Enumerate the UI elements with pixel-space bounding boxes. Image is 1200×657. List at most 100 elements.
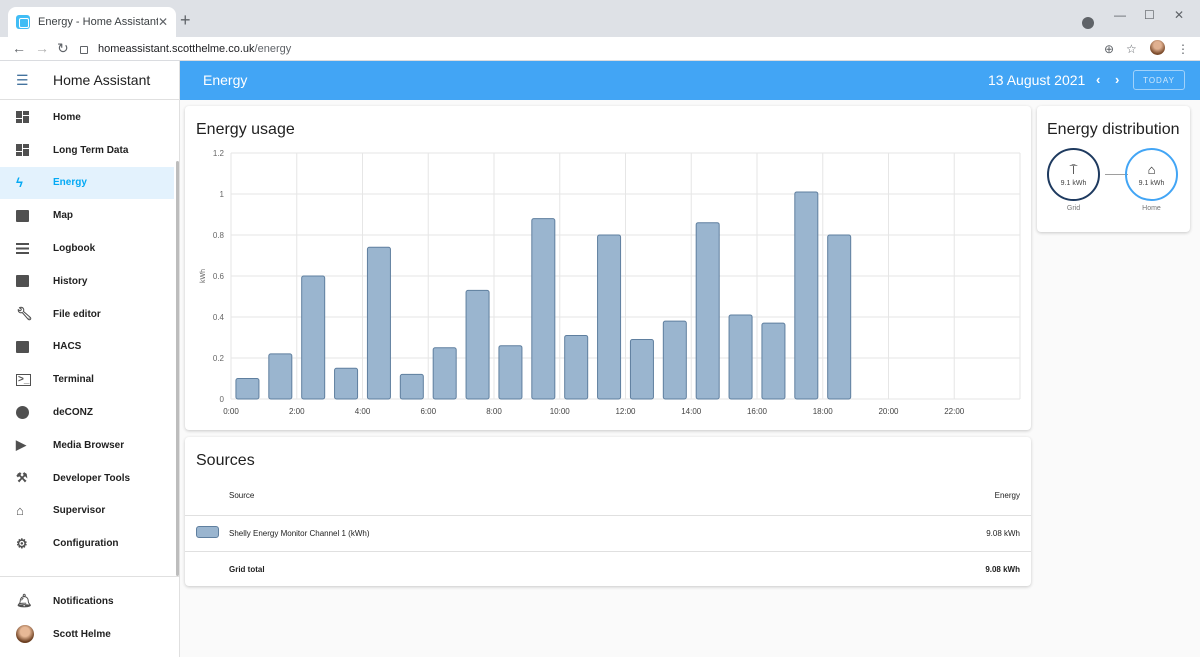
energy-distribution-card: Energy distribution ⍑ 9.1 kWh Grid ⌂ 9.1… [1037, 106, 1190, 232]
energy-usage-card: Energy usage 0 0.2 0.4 0.6 0.8 1 1.2 0:00 2:00 4:… [185, 106, 1031, 430]
bar [728, 314, 753, 400]
install-app-icon[interactable]: ⊕ [1104, 42, 1115, 56]
chart-bar-icon [16, 275, 29, 288]
source-energy: 9.08 kWh [986, 529, 1020, 538]
sidebar-item-notifications[interactable]: 🔔︎ Notifications [0, 585, 179, 618]
sidebar-header: ☰ Home Assistant [0, 61, 179, 100]
sidebar-item-label: deCONZ [53, 407, 93, 419]
new-tab-icon[interactable]: + [180, 10, 191, 30]
sidebar-item-developer-tools[interactable]: ⚒ Developer Tools [0, 462, 176, 495]
previous-day-icon[interactable]: ‹ [1096, 72, 1101, 87]
forward-icon[interactable]: → [35, 40, 49, 56]
browser-user-avatar[interactable] [1150, 40, 1165, 55]
bar [597, 234, 622, 400]
page-title: Energy [203, 72, 248, 88]
sidebar-item-label: Developer Tools [53, 472, 131, 484]
today-button[interactable]: TODAY [1133, 70, 1185, 90]
user-avatar [16, 625, 34, 644]
bookmark-star-icon[interactable]: ☆ [1126, 42, 1137, 56]
hacs-icon [16, 340, 29, 353]
energy-usage-chart: 0 0.2 0.4 0.6 0.8 1 1.2 0:00 2:00 4:00 6:00 8:00 10:… [200, 149, 1021, 416]
home-assistant-favicon-icon [16, 15, 30, 29]
x-tick-label: 12:00 [615, 407, 636, 416]
card-title: Energy usage [196, 121, 295, 138]
sidebar-item-map[interactable]: Map [0, 199, 176, 232]
play-box-icon: ▶ [16, 437, 26, 453]
sidebar-item-energy[interactable]: ϟ Energy [0, 166, 174, 200]
url-field[interactable]: homeassistant.scotthelme.co.uk/energy [80, 39, 1090, 59]
close-tab-icon[interactable]: ✕ [157, 15, 168, 29]
sidebar-item-long-term-data[interactable]: Long Term Data [0, 134, 176, 167]
sidebar-item-profile[interactable]: Scott Helme [0, 618, 179, 651]
home-label: Home [1142, 205, 1161, 212]
sidebar-item-label: Home [53, 111, 81, 123]
sidebar-item-label: History [53, 275, 88, 287]
browser-tab-strip: Energy - Home Assistant ✕ + — ☐ ✕ [0, 0, 1200, 37]
source-name: Shelly Energy Monitor Channel 1 (kWh) [229, 529, 370, 538]
url-host: homeassistant.scotthelme.co.uk [98, 43, 255, 55]
minimize-icon[interactable]: — [1114, 8, 1126, 22]
sidebar-item-home[interactable]: Home [0, 101, 176, 134]
cog-icon: ⚙ [16, 535, 28, 551]
sidebar-item-supervisor[interactable]: ⌂ Supervisor [0, 495, 176, 528]
y-tick-label: 0.8 [213, 231, 225, 240]
column-header-energy: Energy [994, 491, 1020, 500]
y-tick-label: 0.2 [213, 354, 225, 363]
browser-tab[interactable]: Energy - Home Assistant ✕ [8, 7, 176, 37]
back-icon[interactable]: ← [12, 40, 26, 56]
next-day-icon[interactable]: › [1115, 72, 1120, 87]
list-icon [16, 243, 29, 255]
sidebar-item-history[interactable]: History [0, 265, 176, 298]
x-tick-label: 4:00 [355, 407, 371, 416]
y-tick-label: 0 [220, 395, 225, 404]
y-tick-label: 0.6 [213, 272, 225, 281]
home-icon: ⌂ [1147, 161, 1156, 177]
sidebar-item-media-browser[interactable]: ▶ Media Browser [0, 429, 176, 462]
sidebar-item-deconz[interactable]: deCONZ [0, 396, 176, 429]
x-tick-label: 18:00 [813, 407, 834, 416]
flow-line [1105, 174, 1128, 175]
bar [761, 322, 786, 400]
grid-value: 9.1 kWh [1060, 179, 1087, 187]
app-name: Home Assistant [53, 72, 151, 88]
bar [662, 320, 687, 400]
y-tick-label: 1.2 [213, 149, 225, 158]
browser-menu-icon[interactable]: ⋮ [1177, 42, 1189, 56]
y-axis-label: kWh [200, 269, 207, 283]
dashboard-icon [16, 111, 29, 124]
menu-icon[interactable]: ☰ [16, 71, 29, 88]
address-bar: ← → ↻ homeassistant.scotthelme.co.uk/ene… [0, 37, 1200, 61]
sidebar-item-logbook[interactable]: Logbook [0, 232, 176, 265]
lock-icon [80, 46, 88, 54]
sidebar-item-label: Long Term Data [53, 144, 129, 156]
grid-label: Grid [1066, 205, 1081, 212]
sidebar-item-hacs[interactable]: HACS [0, 331, 176, 364]
reload-icon[interactable]: ↻ [57, 40, 69, 56]
home-value: 9.1 kWh [1138, 179, 1165, 187]
sidebar-item-terminal[interactable]: >_ Terminal [0, 363, 176, 396]
sidebar-item-label: Scott Helme [53, 628, 111, 640]
home-node[interactable]: ⌂ 9.1 kWh [1125, 148, 1178, 201]
sidebar-scrollbar[interactable] [176, 161, 179, 576]
grid-node[interactable]: ⍑ 9.1 kWh [1047, 148, 1100, 201]
browser-profile-icon[interactable] [1082, 17, 1094, 29]
sidebar-item-configuration[interactable]: ⚙ Configuration [0, 527, 176, 560]
x-tick-label: 6:00 [420, 407, 436, 416]
sidebar: ☰ Home Assistant Home Long Term Data ϟ E… [0, 61, 180, 657]
bar [334, 367, 359, 400]
total-value: 9.08 kWh [985, 565, 1020, 574]
maximize-icon[interactable]: ☐ [1144, 8, 1155, 22]
x-tick-label: 8:00 [486, 407, 502, 416]
top-app-bar: Energy 13 August 2021 ‹ › TODAY [180, 61, 1200, 100]
x-tick-label: 22:00 [944, 407, 965, 416]
close-window-icon[interactable]: ✕ [1174, 8, 1185, 22]
x-tick-label: 20:00 [878, 407, 899, 416]
sidebar-item-label: Energy [53, 177, 87, 189]
bar [564, 334, 589, 400]
bar [268, 353, 293, 400]
home-assistant-icon: ⌂ [16, 502, 24, 518]
sidebar-item-file-editor[interactable]: 🔧︎ File editor [0, 298, 176, 331]
sidebar-item-label: Configuration [53, 538, 119, 550]
y-tick-label: 0.4 [213, 313, 225, 322]
sidebar-item-label: Map [53, 210, 73, 222]
